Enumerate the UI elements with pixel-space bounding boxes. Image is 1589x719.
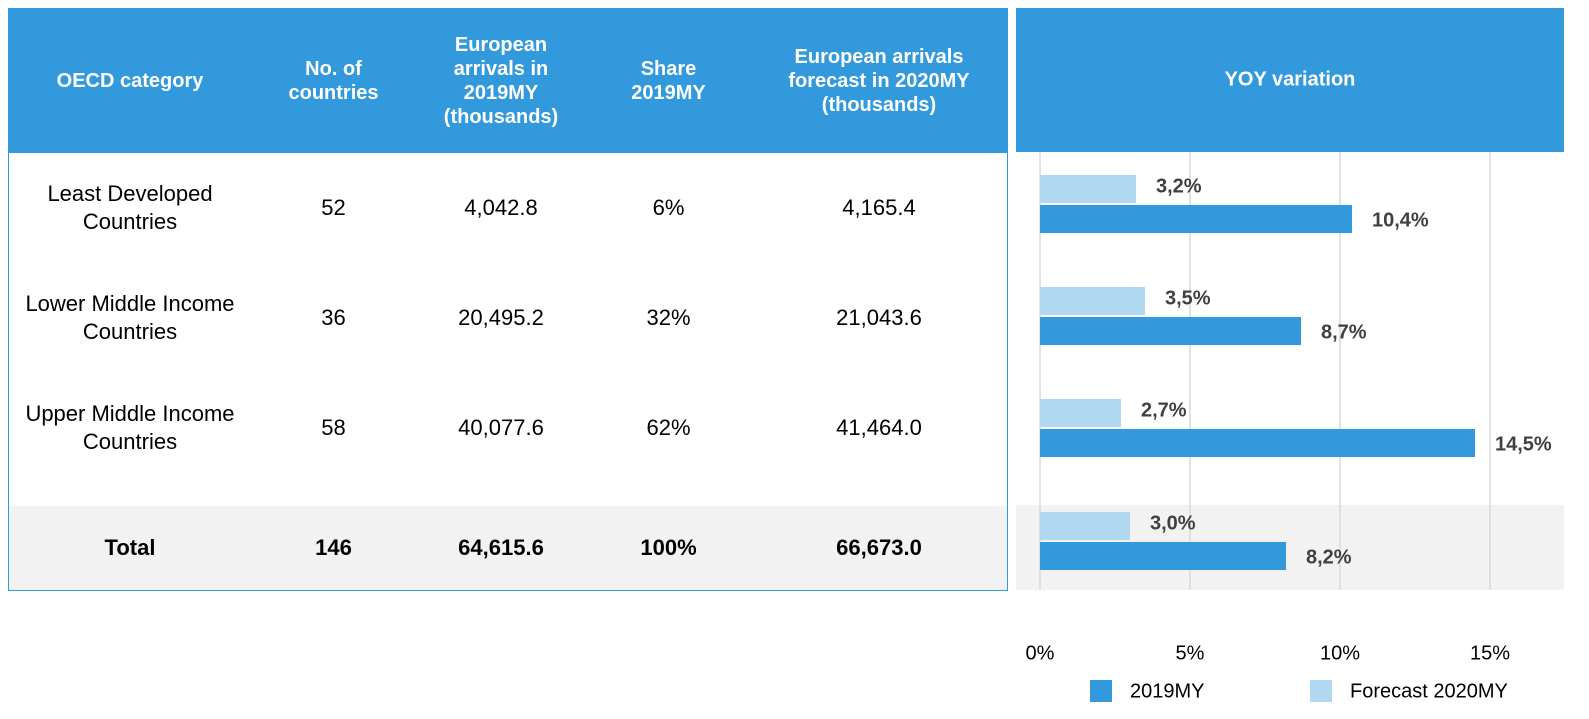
- table-cell: 32%: [586, 263, 751, 373]
- bar: [1040, 399, 1121, 427]
- table-cell: 41,464.0: [751, 373, 1007, 483]
- table-cell-text: Lower Middle Income Countries: [25, 291, 235, 344]
- header-cell: OECD category: [9, 9, 251, 153]
- table-cell-text: Least Developed Countries: [47, 181, 213, 234]
- bar: [1040, 512, 1130, 540]
- data-label: 3,5%: [1165, 287, 1211, 309]
- chart-title: YOY variation: [1225, 68, 1356, 90]
- data-label: 3,2%: [1156, 175, 1202, 197]
- header-cell: Share 2019MY: [586, 9, 751, 153]
- table-cell: 6%: [586, 153, 751, 263]
- table-cell: 62%: [586, 373, 751, 483]
- data-label: 10,4%: [1372, 209, 1429, 231]
- x-tick-label: 10%: [1320, 642, 1360, 664]
- table-cell: Lower Middle Income Countries: [9, 263, 251, 373]
- bar: [1040, 287, 1145, 315]
- table-cell-text: 6%: [652, 195, 685, 220]
- table-cell-text: 66,673.0: [836, 535, 922, 560]
- table-cell-text: 36: [321, 305, 346, 330]
- table-cell-text: 64,615.6: [458, 535, 544, 560]
- table-cell: Upper Middle Income Countries: [9, 373, 251, 483]
- header-cell-text: No. of countries: [288, 58, 379, 104]
- table-cell: 66,673.0: [751, 506, 1007, 590]
- legend-label: Forecast 2020MY: [1350, 680, 1508, 702]
- table-cell: 20,495.2: [416, 263, 586, 373]
- header-cell: European arrivals in 2019MY (thousands): [416, 9, 586, 153]
- table-cell: 4,165.4: [751, 153, 1007, 263]
- table-cell: 58: [251, 373, 416, 483]
- data-label: 2,7%: [1141, 399, 1187, 421]
- bar: [1040, 175, 1136, 203]
- header-cell-text: Share 2019MY: [631, 58, 706, 104]
- table-cell-text: Total: [104, 535, 156, 560]
- table-cell-text: 62%: [646, 415, 691, 440]
- header-cell-text: European arrivals in 2019MY (thousands): [443, 34, 559, 128]
- header-cell: European arrivals forecast in 2020MY (th…: [751, 9, 1007, 153]
- header-cell-text: European arrivals forecast in 2020MY (th…: [788, 46, 970, 116]
- data-label: 8,7%: [1321, 321, 1367, 343]
- x-tick-label: 0%: [1026, 642, 1055, 664]
- table-cell-text: 100%: [640, 535, 697, 560]
- table-cell-text: 41,464.0: [836, 415, 922, 440]
- table-cell: 21,043.6: [751, 263, 1007, 373]
- table-cell-text: 21,043.6: [836, 305, 922, 330]
- bar: [1040, 317, 1301, 345]
- table-cell: 4,042.8: [416, 153, 586, 263]
- table-cell-text: 58: [321, 415, 346, 440]
- table-cell: 36: [251, 263, 416, 373]
- legend-label: 2019MY: [1130, 680, 1205, 702]
- x-tick-label: 5%: [1176, 642, 1205, 664]
- table-cell: Least Developed Countries: [9, 153, 251, 263]
- data-label: 3,0%: [1150, 512, 1196, 534]
- bar: [1040, 429, 1475, 457]
- table-cell-text: 20,495.2: [458, 305, 544, 330]
- chart-header: [1016, 8, 1564, 152]
- table-cell: 52: [251, 153, 416, 263]
- table-cell-text: 4,165.4: [842, 195, 916, 220]
- table-cell-text: 40,077.6: [458, 415, 544, 440]
- x-tick-label: 15%: [1470, 642, 1510, 664]
- bar: [1040, 205, 1352, 233]
- table-cell: 146: [251, 506, 416, 590]
- table-cell: 64,615.6: [416, 506, 586, 590]
- table-cell: Total: [9, 506, 251, 590]
- table-cell: 100%: [586, 506, 751, 590]
- table: OECD category No. of countries European ar…: [8, 8, 1008, 591]
- bar: [1040, 542, 1286, 570]
- data-label: 14,5%: [1495, 433, 1552, 455]
- table-cell-text: 52: [321, 195, 346, 220]
- header-cell: No. of countries: [251, 9, 416, 153]
- legend-swatch: [1310, 680, 1332, 702]
- legend-swatch: [1090, 680, 1112, 702]
- header-bg: [9, 9, 1007, 153]
- table-cell-text: 4,042.8: [464, 195, 538, 220]
- header-cell-text: OECD category: [56, 70, 204, 92]
- table-cell-text: 146: [315, 535, 352, 560]
- data-label: 8,2%: [1306, 546, 1352, 568]
- total-bg: [9, 506, 1007, 590]
- table-cell-text: 32%: [646, 305, 691, 330]
- table-cell-text: Upper Middle Income Countries: [25, 401, 235, 454]
- table-cell: 40,077.6: [416, 373, 586, 483]
